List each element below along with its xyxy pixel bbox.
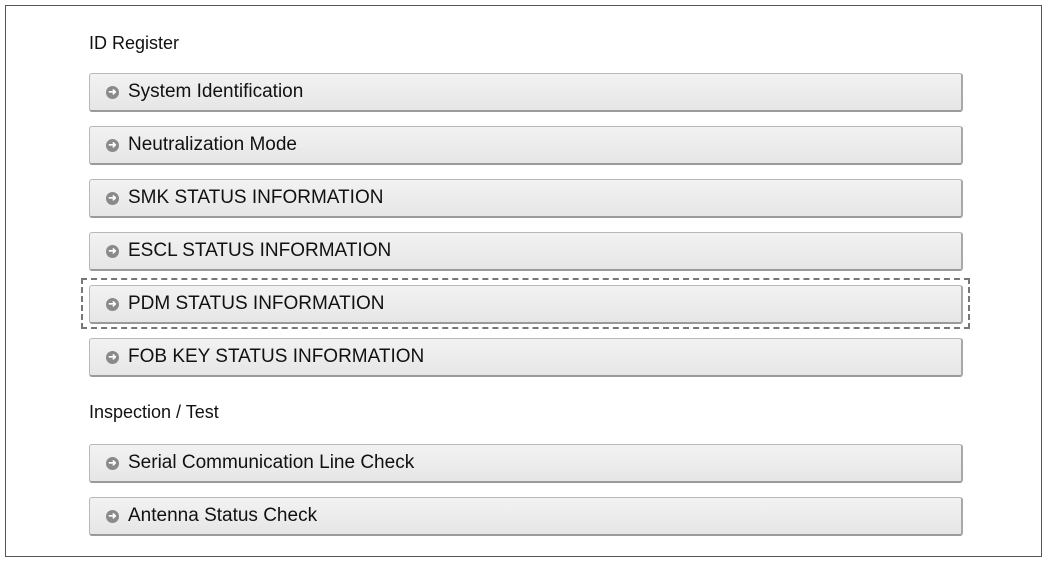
- button-label: FOB KEY STATUS INFORMATION: [128, 346, 425, 367]
- arrow-circle-right-icon: ➜: [106, 85, 119, 99]
- section-title-id-register: ID Register: [89, 33, 180, 53]
- section-title-inspection-test: Inspection / Test: [89, 402, 219, 422]
- smk-status-button[interactable]: ➜ SMK STATUS INFORMATION: [89, 179, 963, 218]
- neutralization-mode-button[interactable]: ➜ Neutralization Mode: [89, 126, 963, 165]
- serial-communication-check-button[interactable]: ➜ Serial Communication Line Check: [89, 444, 963, 483]
- pdm-status-button[interactable]: ➜ PDM STATUS INFORMATION: [89, 285, 963, 324]
- arrow-circle-right-icon: ➜: [106, 138, 119, 152]
- button-label: PDM STATUS INFORMATION: [128, 293, 385, 314]
- arrow-circle-right-icon: ➜: [106, 191, 119, 205]
- arrow-circle-right-icon: ➜: [106, 297, 119, 311]
- button-label: Antenna Status Check: [128, 505, 318, 526]
- button-label: Serial Communication Line Check: [128, 452, 415, 473]
- arrow-circle-right-icon: ➜: [106, 509, 119, 523]
- button-label: System Identification: [128, 81, 304, 102]
- system-identification-button[interactable]: ➜ System Identification: [89, 73, 963, 112]
- arrow-circle-right-icon: ➜: [106, 244, 119, 258]
- button-label: SMK STATUS INFORMATION: [128, 187, 384, 208]
- button-label: Neutralization Mode: [128, 134, 297, 155]
- arrow-circle-right-icon: ➜: [106, 456, 119, 470]
- button-label: ESCL STATUS INFORMATION: [128, 240, 392, 261]
- highlight-dashed-box: [81, 278, 970, 329]
- escl-status-button[interactable]: ➜ ESCL STATUS INFORMATION: [89, 232, 963, 271]
- antenna-status-check-button[interactable]: ➜ Antenna Status Check: [89, 497, 963, 536]
- panel-frame: [5, 5, 1042, 557]
- fob-key-status-button[interactable]: ➜ FOB KEY STATUS INFORMATION: [89, 338, 963, 377]
- arrow-circle-right-icon: ➜: [106, 350, 119, 364]
